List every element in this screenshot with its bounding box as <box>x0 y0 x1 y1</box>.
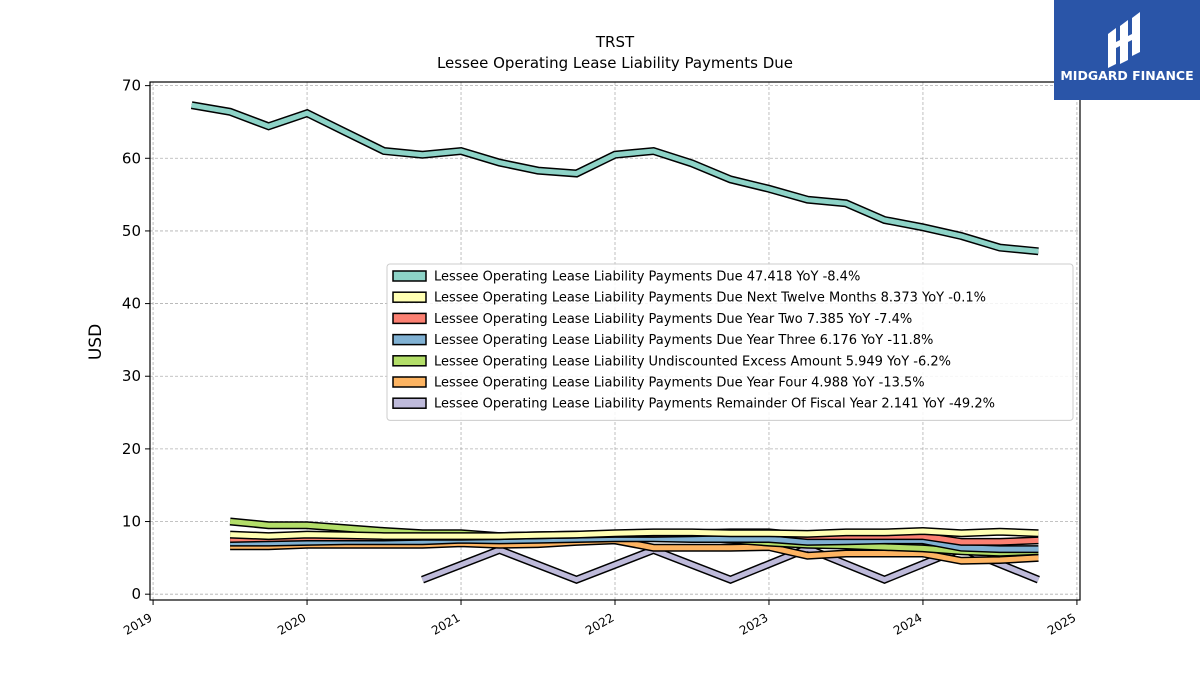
y-tick-label: 70 <box>122 77 141 95</box>
legend-entry: Lessee Operating Lease Liability Payment… <box>434 270 860 285</box>
legend-entry: Lessee Operating Lease Liability Payment… <box>434 291 986 306</box>
series-line <box>230 528 1039 539</box>
legend-swatch <box>392 333 427 346</box>
y-axis-label: USD <box>86 324 106 360</box>
legend-swatch <box>392 291 427 303</box>
legend-entry: Lessee Operating Lease Liability Payment… <box>434 376 925 391</box>
x-tick-label: 2019 <box>121 610 154 637</box>
legend: Lessee Operating Lease Liability Payment… <box>386 263 1074 421</box>
x-tick-label: 2025 <box>1045 610 1078 637</box>
legend-swatch <box>392 270 427 282</box>
legend-entry: Lessee Operating Lease Liability Payment… <box>434 397 995 412</box>
brand-name: MIDGARD FINANCE <box>1060 68 1194 83</box>
midgard-logo-icon <box>1108 12 1140 68</box>
y-tick-label: 50 <box>122 222 141 240</box>
x-tick-label: 2024 <box>891 610 924 637</box>
legend-entry: Lessee Operating Lease Liability Undisco… <box>434 354 951 369</box>
y-tick-label: 0 <box>131 585 141 603</box>
x-tick-label: 2023 <box>737 610 770 637</box>
chart-title: TRST <box>595 33 635 51</box>
y-tick-label: 10 <box>122 513 141 531</box>
x-tick-label: 2022 <box>583 610 616 637</box>
legend-swatch <box>392 312 427 325</box>
legend-entry: Lessee Operating Lease Liability Payment… <box>434 333 933 348</box>
brand-logo: MIDGARD FINANCE <box>1054 0 1200 100</box>
y-tick-label: 20 <box>122 440 141 458</box>
y-tick-label: 40 <box>122 295 141 313</box>
x-tick-label: 2020 <box>275 610 308 637</box>
legend-entry: Lessee Operating Lease Liability Payment… <box>434 312 912 327</box>
legend-box <box>386 263 1074 421</box>
chart-subtitle: Lessee Operating Lease Liability Payment… <box>437 54 793 72</box>
series-line <box>191 102 1039 254</box>
legend-swatch <box>392 376 427 388</box>
legend-swatch <box>392 397 427 409</box>
legend-swatch <box>392 355 427 367</box>
x-tick-label: 2021 <box>429 610 462 637</box>
y-tick-label: 60 <box>122 149 141 167</box>
series-lines <box>190 101 1040 585</box>
y-tick-label: 30 <box>122 367 141 385</box>
